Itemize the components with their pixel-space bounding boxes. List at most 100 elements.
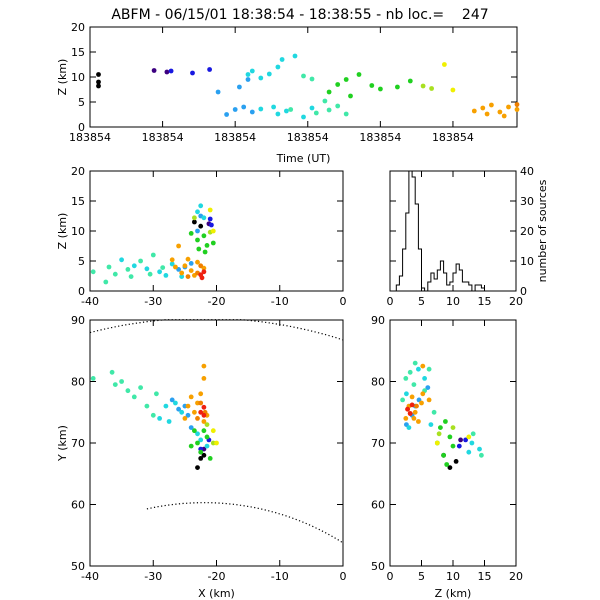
x-z-xtick-label: -20 [208,295,226,308]
time-height-source-point [309,76,315,82]
time-height-source-point [420,83,426,89]
z-y-source-point [420,363,426,369]
x-y-source-point [204,422,210,427]
time-height-source-point [506,104,511,110]
z-y-source-point [400,397,405,403]
time-height-source-point [369,83,375,88]
x-z-source-point [188,231,194,236]
z-y-source-point [453,459,459,464]
x-z-panel: -40 -30 -20 -10 0 0 5 10 15 20 Z (km) [56,165,347,308]
time-height-source-point [301,114,306,120]
x-z-source-point [147,271,153,277]
z-histogram-xtick-label: 15 [478,295,492,308]
z-y-source-point [416,419,421,424]
x-z-source-point [209,222,214,228]
x-y-source-point [214,440,219,446]
time-height-source-point [480,105,486,111]
x-z-source-point [201,233,207,239]
z-y-source-point [466,434,472,440]
x-z-ytick-label: 10 [71,225,85,238]
time-height-xtick-label: 183854 [69,131,111,144]
x-z-source-point [182,263,188,269]
x-y-source-point [138,385,144,390]
x-y-ytick-label: 50 [71,560,85,573]
x-y-source-point [185,403,191,409]
x-z-ytick-label: 20 [71,165,85,178]
z-histogram-ylabel: number of sources [536,179,549,282]
x-y-source-point [201,428,207,434]
z-y-source-point [420,391,426,397]
z-y-source-point [441,452,446,458]
time-height-source-point [275,111,281,117]
time-height-xtick-label: 183854 [359,131,401,144]
time-height-source-point [335,103,341,109]
time-height-xlabel: Time (UT) [276,152,331,165]
x-y-source-point [198,437,204,443]
x-y-source-point [157,416,163,421]
x-z-source-point [207,216,213,222]
x-y-ytick-label: 70 [71,437,85,450]
x-z-source-point [150,252,156,258]
time-height-source-point [407,78,413,84]
time-height-source-point [241,104,247,110]
x-z-xtick-label: -30 [144,295,162,308]
x-z-source-point [195,237,200,243]
x-z-source-point [204,243,210,248]
z-y-xtick-label: 15 [478,570,492,583]
x-y-source-point [195,416,200,421]
z-y-source-point [409,394,415,400]
time-height-source-point [245,72,251,77]
time-height-source-point [356,72,362,77]
z-y-source-point [426,366,432,372]
x-z-xtick-label: 0 [340,295,347,308]
x-y-source-point [109,369,115,375]
z-y-panel: 0 5 10 15 20 50 60 70 80 90 Z (km) [371,314,523,600]
z-y-source-point [419,400,424,406]
x-z-source-point [128,274,134,279]
x-z-source-point [138,258,144,264]
x-y-source-point [198,449,204,455]
z-y-source-point [403,416,409,421]
time-height-source-point [258,75,264,81]
time-height-source-point [207,67,213,72]
time-height-source-point [497,109,503,115]
x-z-source-point [210,228,216,234]
time-height-xtick-label: 183854 [432,131,474,144]
x-y-source-point [188,425,194,430]
x-y-source-point [173,400,178,406]
time-height-xtick-label: 183854 [142,131,184,144]
time-height-source-point [442,62,447,67]
x-y-panel: -40 -30 -20 -10 0 50 60 70 80 90 X (km) Y (km) [56,314,347,600]
z-y-source-point [414,403,419,409]
x-y-source-point [210,428,216,434]
time-height-source-point [501,113,507,119]
x-y-xtick-label: -20 [208,570,226,583]
x-y-xtick-label: 0 [340,570,347,583]
time-height-ytick-label: 5 [78,96,85,109]
x-z-source-point [125,267,131,272]
x-z-source-point [192,219,197,225]
time-height-source-point [96,83,101,89]
z-y-xlabel: Z (km) [435,587,472,600]
time-height-ytick-label: 0 [78,121,85,134]
x-y-source-point [195,431,200,437]
x-y-xtick-label: -10 [271,570,289,583]
time-height-source-point [378,86,383,92]
z-y-source-point [425,385,431,390]
time-height-source-point [335,82,341,87]
time-height-source-point [514,102,520,107]
z-histogram-ytick-label: 0 [520,285,527,298]
x-z-source-point [179,270,185,276]
x-z-source-point [176,243,182,249]
z-y-source-point [470,431,476,437]
z-y-source-point [405,406,410,412]
z-histogram-xtick-label: 20 [509,295,523,308]
x-y-ylabel: Y (km) [56,425,69,462]
time-height-source-point [395,84,400,90]
x-y-source-point [188,443,194,449]
x-y-source-point [201,419,207,424]
x-z-frame [89,170,344,292]
x-y-source-point [185,412,191,418]
z-histogram-xtick-label: 5 [418,295,425,308]
